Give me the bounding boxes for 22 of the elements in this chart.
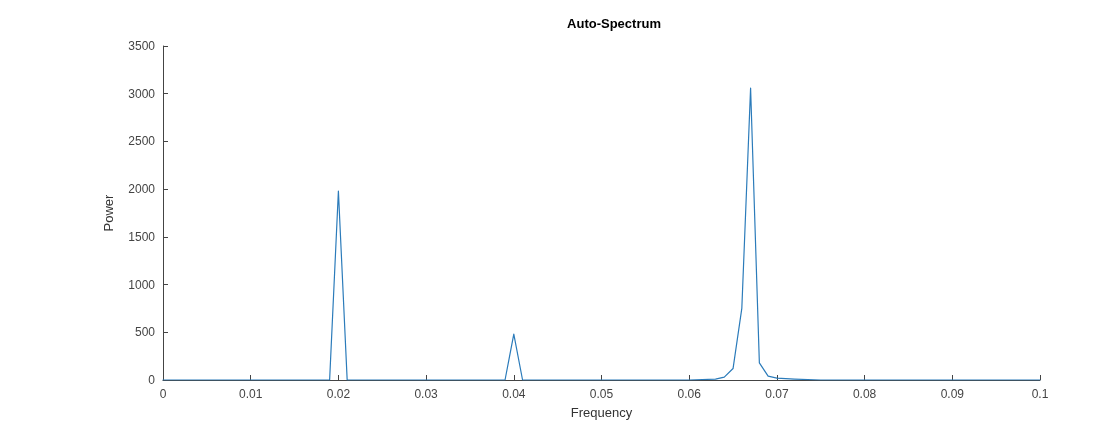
y-tick-label: 1000 — [128, 277, 156, 292]
x-tick-label: 0.07 — [765, 387, 789, 401]
y-tick-label: 3500 — [128, 39, 156, 53]
x-tick-label: 0.01 — [239, 387, 263, 401]
y-tick-label: 2500 — [128, 134, 156, 149]
y-axis-title: Power — [101, 193, 116, 232]
x-tick-label: 0.04 — [502, 387, 526, 401]
x-tick-label: 0.08 — [852, 387, 877, 401]
x-tick-label: 0.03 — [414, 387, 439, 401]
y-tick-label: 500 — [134, 325, 156, 340]
chart-title: Auto-Spectrum — [567, 16, 661, 31]
y-tick-label: 3000 — [128, 86, 156, 101]
y-tick-label: 0 — [148, 373, 156, 387]
x-tick-label: 0.02 — [326, 387, 351, 401]
x-tick-label: 0.06 — [677, 387, 702, 401]
x-tick-label: 0.1 — [1031, 387, 1049, 401]
x-tick-label: 0 — [159, 387, 167, 401]
x-tick-label: 0.09 — [940, 387, 965, 401]
x-tick-label: 0.05 — [589, 387, 614, 401]
y-tick-label: 1500 — [128, 229, 156, 244]
x-axis-title: Frequency — [570, 405, 633, 420]
y-tick-label: 2000 — [128, 182, 156, 197]
